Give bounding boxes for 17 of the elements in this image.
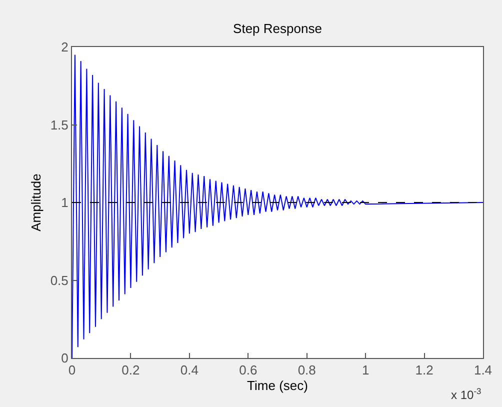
x-tick-label: 1 [362, 362, 370, 378]
chart-title: Step Response [233, 21, 322, 36]
y-axis-title: Amplitude [28, 174, 44, 232]
x-tick-label: 1.4 [474, 362, 492, 378]
x-tick-label: 0.8 [298, 362, 316, 378]
y-tick-label: 1.5 [50, 117, 68, 132]
x-tick-label: 0.6 [239, 362, 258, 378]
x-tick-label: 1.2 [415, 362, 434, 378]
text: x 10$^{-3}$ [451, 386, 482, 402]
x-axis-title: Time (sec) [247, 378, 308, 394]
x-tick-label: 0.2 [122, 362, 140, 378]
x-tick-label: 0.4 [180, 362, 198, 378]
y-tick-label: 0.5 [50, 272, 68, 288]
line-series [72, 54, 483, 358]
y-tick-label: 1 [61, 195, 68, 210]
y-tick-label: 0 [61, 350, 68, 366]
y-tick-label: 2 [61, 40, 68, 55]
